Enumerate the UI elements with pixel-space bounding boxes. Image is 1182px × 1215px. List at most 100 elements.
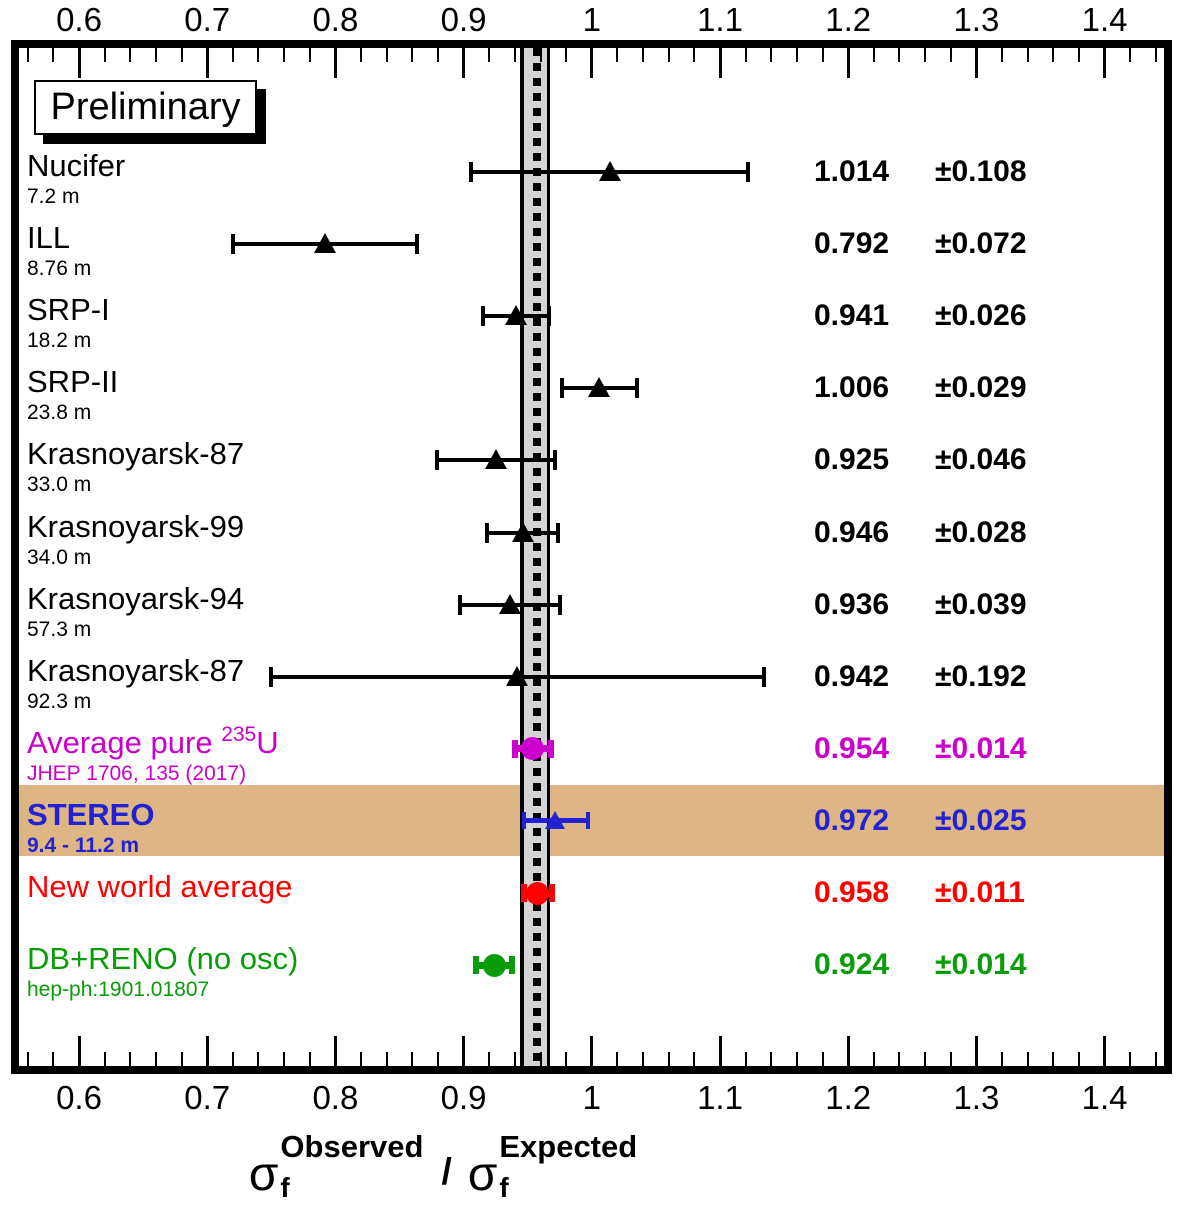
observed-superscript: Observed [280,1129,424,1164]
minor-tick-bottom [693,1052,696,1066]
minor-tick-top [360,48,363,62]
error-cap-right [552,450,557,471]
error-cap-left [457,594,462,615]
minor-tick-top [872,48,875,62]
error-value-label: ±0.108 [935,155,1027,188]
experiment-name: Nucifer [27,148,126,183]
minor-tick-bottom [154,1052,157,1066]
minor-tick-bottom [1026,1052,1029,1066]
f-subscript: f [280,1172,290,1203]
minor-tick-top [103,48,106,62]
circle-marker [526,881,550,905]
minor-tick-top [257,48,260,62]
bottom-axis-tick-label: 1.2 [825,1079,872,1116]
error-value-label: ±0.072 [935,227,1027,261]
error-value-label: ±0.028 [935,515,1027,549]
bottom-axis-tick-label: 0.6 [56,1079,102,1116]
error-cap-right [761,666,766,687]
circle-marker [482,953,506,977]
triangle-marker [506,665,529,686]
minor-tick-top [898,48,901,62]
major-tick-bottom [462,1036,466,1066]
minor-tick-bottom [667,1052,670,1066]
value-label: 0.972 [814,803,890,837]
minor-tick-top [411,48,414,62]
error-value-label: ±0.029 [935,371,1027,405]
value-label: 0.792 [814,227,890,261]
experiment-distance: hep-ph:1901.01807 [27,978,210,1002]
error-cap-right [547,306,552,327]
major-tick-bottom [846,1036,850,1066]
minor-tick-bottom [360,1052,363,1066]
minor-tick-bottom [898,1052,901,1066]
minor-tick-bottom [872,1052,875,1066]
triangle-marker [511,521,534,542]
error-cap-left [434,450,439,471]
minor-tick-bottom [257,1052,260,1066]
minor-tick-top [1154,48,1157,62]
experiment-distance: 18.2 m [27,329,92,353]
top-axis-tick-label: 1.1 [697,1,743,38]
error-cap-left [560,378,565,399]
minor-tick-top [1052,48,1055,62]
experiment-name: Krasnoyarsk-94 [27,580,245,616]
minor-tick-bottom [103,1052,106,1066]
error-value-label: ±0.011 [935,876,1025,909]
value-label: 0.936 [814,587,890,621]
minor-tick-bottom [744,1052,747,1066]
sigma-scripts-expected: Expected f [499,1131,637,1202]
minor-tick-bottom [436,1052,439,1066]
experiment-name: New world average [27,869,293,904]
divider-slash: / [441,1151,452,1192]
minor-tick-top [924,48,927,62]
error-cap-right [509,956,516,975]
minor-tick-top [283,48,286,62]
major-tick-top [718,48,722,78]
experiment-distance: 7.2 m [27,185,80,208]
error-value-label: ±0.014 [935,948,1027,982]
minor-tick-top [129,48,132,62]
error-cap-left [521,812,526,830]
error-cap-left [473,956,480,975]
triangle-marker [484,449,507,470]
error-cap-left [484,522,489,543]
triangle-marker [505,305,528,326]
bottom-axis-tick-label: 0.8 [312,1079,359,1116]
bottom-axis-tick-label: 0.9 [440,1079,487,1116]
minor-tick-top [744,48,747,62]
minor-tick-bottom [949,1052,952,1066]
minor-tick-bottom [1129,1052,1132,1066]
experiment-distance: 23.8 m [27,401,92,425]
top-axis-tick-label: 0.9 [440,1,487,38]
f-subscript: f [499,1172,509,1203]
value-label: 0.941 [814,299,890,333]
minor-tick-top [308,48,311,62]
world-average-dotted-line [533,48,541,1066]
experiment-name: ILL [27,220,71,256]
major-tick-top [974,48,978,78]
minor-tick-bottom [770,1052,773,1066]
minor-tick-top [616,48,619,62]
minor-tick-top [667,48,670,62]
minor-tick-bottom [283,1052,286,1066]
experiment-name: SRP-I [27,292,110,328]
expected-superscript: Expected [499,1129,638,1164]
error-cap-left [480,306,485,327]
preliminary-label: Preliminary [50,86,241,128]
minor-tick-bottom [795,1052,798,1066]
value-label: 0.958 [814,876,890,909]
triangle-marker [588,377,611,398]
minor-tick-bottom [821,1052,824,1066]
minor-tick-top [488,48,491,62]
minor-tick-top [539,48,542,62]
minor-tick-bottom [1077,1052,1080,1066]
minor-tick-bottom [180,1052,183,1066]
minor-tick-top [513,48,516,62]
minor-tick-bottom [1001,1052,1004,1066]
experiment-distance: 92.3 m [27,689,92,713]
top-axis-tick-label: 0.8 [312,1,359,38]
error-cap-right [585,812,590,830]
triangle-marker [498,593,521,614]
minor-tick-top [1026,48,1029,62]
